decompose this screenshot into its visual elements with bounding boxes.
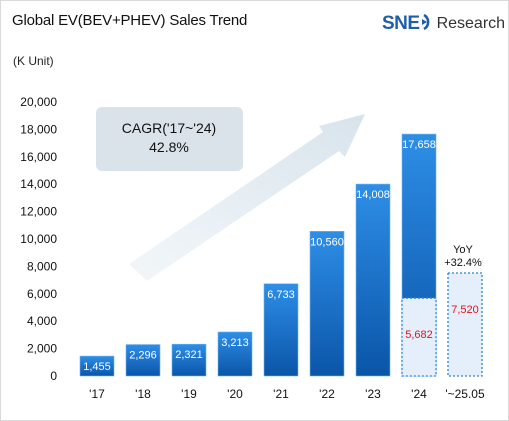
bar-value-label: 2,296 <box>129 350 157 362</box>
bar <box>125 344 161 377</box>
x-tick-label: '22 <box>319 387 335 401</box>
yoy-label-line1: YoY <box>453 244 473 256</box>
bar-value-label: 10,560 <box>310 236 344 248</box>
y-tick-label: 10,000 <box>20 232 57 246</box>
growth-arrow-icon <box>129 114 365 281</box>
bar-value-label: 6,733 <box>267 289 295 301</box>
bar-value-label: 1,455 <box>83 361 111 373</box>
y-tick-label: 2,000 <box>27 342 57 356</box>
partial-bar <box>447 272 483 377</box>
x-tick-label: '24 <box>411 387 427 401</box>
sne-research-logo: SNE Research <box>382 11 505 37</box>
bar <box>171 343 207 377</box>
logo-text: Research <box>436 15 506 32</box>
partial-bar <box>401 297 437 377</box>
y-tick-label: 4,000 <box>27 314 57 328</box>
y-tick-label: 8,000 <box>27 259 57 273</box>
y-tick-label: 20,000 <box>20 95 57 109</box>
yoy-label-line2: +32.4% <box>444 257 482 269</box>
chart-title: Global EV(BEV+PHEV) Sales Trend <box>12 12 248 29</box>
cagr-label-line1: CAGR('17~'24) <box>122 120 216 136</box>
bar <box>79 355 115 377</box>
y-tick-label: 12,000 <box>20 205 57 219</box>
y-tick-label: 14,000 <box>20 177 57 191</box>
x-tick-label: '19 <box>181 387 197 401</box>
bar <box>217 331 253 377</box>
y-tick-label: 6,000 <box>27 287 57 301</box>
x-tick-label: '20 <box>227 387 243 401</box>
x-tick-label: '~25.05 <box>445 387 485 401</box>
x-axis: '17 '18 '19 '20 '21 '22 '23 '24 '~25.05 <box>89 387 485 401</box>
y-tick-label: 18,000 <box>20 122 57 136</box>
data-labels: 1,455 2,296 2,321 3,213 6,733 10,560 14,008 17,… <box>83 139 479 373</box>
y-tick-label: 16,000 <box>20 150 57 164</box>
x-tick-label: '17 <box>89 387 105 401</box>
partial-value-label: 5,682 <box>405 329 433 341</box>
partial-value-label: 7,520 <box>451 304 479 316</box>
ring-arrow-icon <box>421 12 435 37</box>
logo-brand: SNE <box>382 13 420 34</box>
x-tick-label: '21 <box>273 387 289 401</box>
y-tick-label: 0 <box>50 369 57 383</box>
y-axis: 0 2,000 4,000 6,000 8,000 10,000 12,000 14,000 1… <box>20 95 57 383</box>
bar-value-label: 17,658 <box>402 139 436 151</box>
cagr-callout: CAGR('17~'24) 42.8% <box>96 107 243 171</box>
bar-value-label: 2,321 <box>175 349 203 361</box>
bar <box>309 231 345 377</box>
yoy-annotation: YoY +32.4% <box>444 244 482 269</box>
bar-value-label: 3,213 <box>221 337 249 349</box>
bar <box>355 183 391 377</box>
bar-value-label: 14,008 <box>356 189 390 201</box>
bars <box>79 133 483 377</box>
bar <box>263 283 299 377</box>
cagr-label-line2: 42.8% <box>149 139 189 155</box>
unit-label: (K Unit) <box>13 54 54 68</box>
x-tick-label: '23 <box>365 387 381 401</box>
x-tick-label: '18 <box>135 387 151 401</box>
